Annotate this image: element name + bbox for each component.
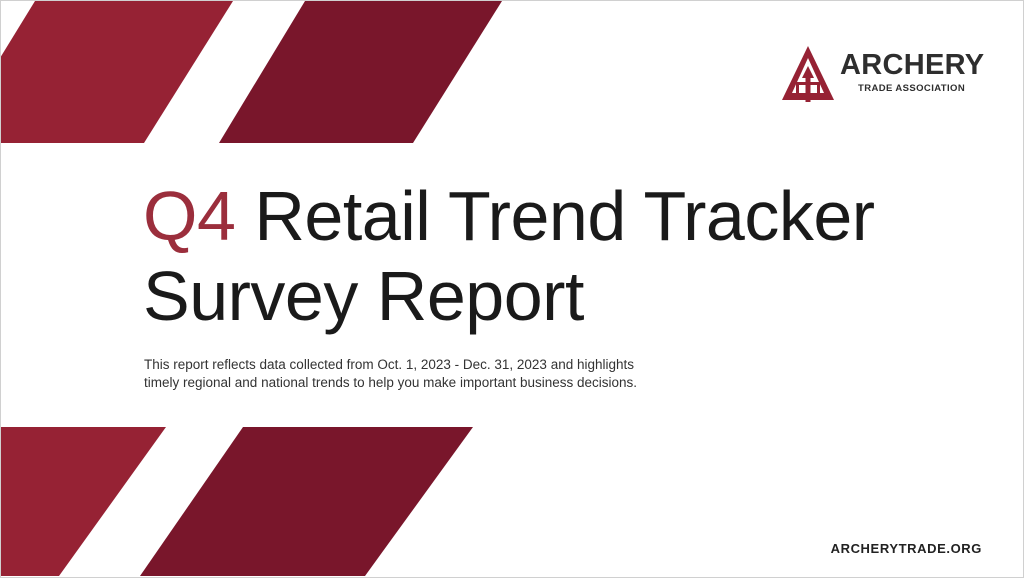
title-line2: Survey Report [143,257,584,335]
logo-subtitle: TRADE ASSOCIATION [858,83,966,94]
description-line1: This report reflects data collected from… [144,357,635,372]
bottom-band-left [0,427,166,576]
archery-trade-association-logo: ARCHERY TRADE ASSOCIATION [780,44,1000,104]
arrow-triangle-logo-icon [782,46,834,102]
top-band-right [219,1,502,143]
bottom-band-right [140,427,473,576]
website-url: ARCHERYTRADE.ORG [830,541,982,556]
title-line1: Retail Trend Tracker [254,177,875,255]
report-description: This report reflects data collected from… [144,356,744,392]
description-line2: timely regional and national trends to h… [144,375,638,390]
logo-name: ARCHERY [840,49,985,81]
page-title: Q4 Retail Trend Tracker Survey Report [143,176,875,336]
title-quarter: Q4 [143,177,236,255]
top-band-left [0,1,233,143]
